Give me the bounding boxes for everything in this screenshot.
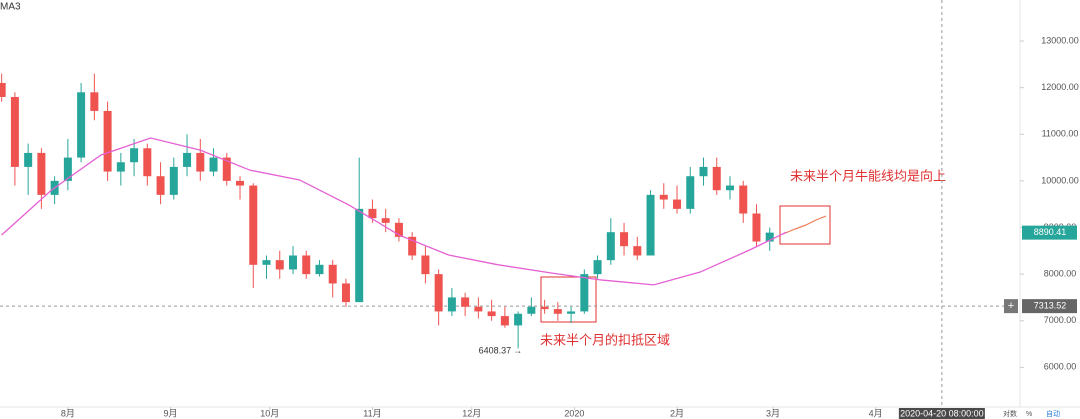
x-tick-label: 11月 <box>363 408 381 418</box>
candle-body <box>10 96 19 167</box>
last-price-label: 8890.41 <box>1034 227 1067 237</box>
candle-body <box>328 264 337 284</box>
candle-body <box>752 213 761 242</box>
candle-body <box>196 152 205 172</box>
candle-body <box>606 232 615 261</box>
x-tick-label: 12月 <box>462 408 481 418</box>
x-tick-label: 3月 <box>766 408 780 418</box>
candle-body <box>143 148 152 177</box>
scale-option[interactable]: % <box>1026 411 1032 418</box>
indicator-label: MA3 <box>0 2 21 13</box>
y-tick-label: 12000.00 <box>1041 82 1079 92</box>
candle-body <box>183 152 192 167</box>
candle-body <box>673 199 682 209</box>
candle-body <box>236 180 245 186</box>
candle-body <box>593 260 602 275</box>
candle-body <box>461 297 470 307</box>
candle-body <box>262 260 271 265</box>
candle-body <box>381 218 390 223</box>
crosshair-y-label: 7313.52 <box>1034 301 1067 311</box>
candle-body <box>474 306 483 312</box>
crosshair-plus <box>1004 299 1018 314</box>
candle-body <box>580 274 589 312</box>
candle-body <box>103 110 112 172</box>
candle-body <box>487 311 496 317</box>
annotation: 未来半个月牛能线均是向上 <box>790 168 946 183</box>
candle-body <box>288 255 297 270</box>
candle-body <box>275 260 284 270</box>
scale-option[interactable]: 自动 <box>1046 409 1060 418</box>
candle-body <box>421 255 430 275</box>
y-tick-label: 6000.00 <box>1044 362 1077 372</box>
crosshair-x-box <box>898 408 985 419</box>
candle-body <box>567 311 576 314</box>
candle-body <box>725 185 734 191</box>
candle-body <box>686 176 695 209</box>
x-tick-label: 10月 <box>260 408 279 418</box>
candle-body <box>315 264 324 275</box>
y-tick-label: 11000.00 <box>1042 129 1079 139</box>
candle-body <box>341 283 350 303</box>
low-label: 6408.37 <box>479 346 512 356</box>
annotation: 未来半个月的扣抵区域 <box>540 332 670 347</box>
x-tick-label: 2020 <box>564 408 584 418</box>
candle-body <box>355 208 364 303</box>
candle-body <box>77 92 86 158</box>
candle-body <box>394 222 403 237</box>
crosshair-x-label: 2020-04-20 08:00:00 <box>900 408 984 418</box>
candle-body <box>24 152 33 167</box>
x-tick-label: 8月 <box>61 408 75 418</box>
plus-icon: + <box>1008 300 1014 312</box>
candle-body <box>659 194 668 200</box>
candle-body <box>63 157 72 181</box>
crosshair-y-box <box>1022 299 1077 314</box>
candle-body <box>514 313 523 326</box>
candle-body <box>553 309 562 314</box>
y-tick-label: 10000.00 <box>1041 175 1079 185</box>
candle-body <box>302 255 311 275</box>
y-tick-label: 8000.00 <box>1044 269 1077 279</box>
candle-body <box>169 166 178 195</box>
y-tick-label: 7000.00 <box>1044 315 1077 325</box>
candle-body <box>434 274 443 312</box>
candle-body <box>447 297 456 312</box>
candle-body <box>699 166 708 177</box>
candle-body <box>90 92 99 111</box>
forecast-line <box>782 215 827 235</box>
candle-body <box>116 162 125 172</box>
candle-body <box>408 236 417 256</box>
candle-body <box>633 246 642 256</box>
x-tick-label: 2月 <box>670 408 684 418</box>
low-arrow: → <box>513 346 522 356</box>
candle-body <box>368 208 377 219</box>
candle-body <box>500 316 509 326</box>
scale-option[interactable]: 对数 <box>1003 409 1017 418</box>
candle-body <box>249 185 258 265</box>
candle-body <box>765 232 774 242</box>
candle-body <box>130 148 139 163</box>
y-tick-label: 13000.00 <box>1041 35 1079 45</box>
last-price-box <box>1022 225 1077 240</box>
candle-body <box>739 185 748 214</box>
candle-body <box>37 152 46 195</box>
forecast-box <box>779 205 831 245</box>
candle-body <box>712 166 721 191</box>
candle-body <box>222 157 231 181</box>
x-tick-label: 9月 <box>163 408 177 418</box>
candle-body <box>527 306 536 314</box>
x-tick-label: 4月 <box>869 408 883 418</box>
candle-body <box>540 306 549 310</box>
candle-body <box>646 194 655 256</box>
candle-body <box>156 176 165 195</box>
candle-body <box>0 82 6 97</box>
offset-box <box>540 276 597 323</box>
candle-body <box>620 232 629 247</box>
candle-body <box>209 157 218 172</box>
ma-line <box>1 137 787 286</box>
